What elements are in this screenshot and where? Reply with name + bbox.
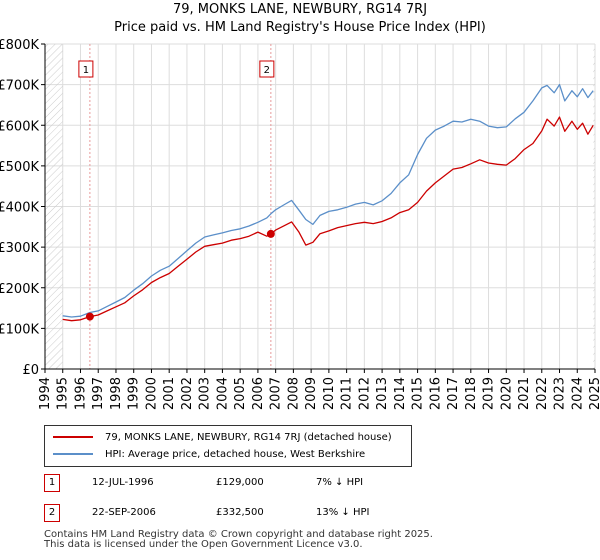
sale-date: 22-SEP-2006: [92, 507, 156, 518]
series-line-hpi: [62, 83, 594, 318]
x-tick-label: 2011: [340, 377, 355, 410]
series-line-price: [62, 116, 594, 322]
x-tick-label: 2005: [233, 377, 248, 410]
sale-price: £129,000: [216, 477, 264, 488]
x-tick-label: 2003: [198, 377, 213, 410]
sale-row: 1 12-JUL-1996 £129,000 7% ↓ HPI: [44, 474, 564, 494]
sale-badge: 2: [44, 504, 60, 522]
x-tick-label: 2001: [162, 377, 177, 410]
x-tick-label: 2024: [570, 377, 585, 410]
sale-hpi-diff: 7% ↓ HPI: [316, 477, 364, 488]
sale-row: 2 22-SEP-2006 £332,500 13% ↓ HPI: [44, 504, 564, 524]
x-tick-label: 1994: [38, 377, 53, 410]
y-tick-label: £700K: [0, 79, 39, 94]
sale-badge: 1: [44, 474, 60, 492]
y-tick-label: £200K: [0, 282, 39, 297]
price-chart: 1 2 £0 £100K £200K £300K £400K £500K £600K £700K…: [0, 38, 600, 410]
footer-licence: This data is licensed under the Open Gov…: [44, 539, 363, 550]
no-data-region-right: [593, 44, 595, 369]
legend-item-price: 79, MONKS LANE, NEWBURY, RG14 7RJ (detac…: [53, 429, 392, 445]
x-tick-label: 2006: [251, 377, 266, 410]
x-tick-label: 2009: [304, 377, 319, 410]
legend-item-hpi: HPI: Average price, detached house, West…: [53, 446, 365, 462]
y-tick-label: £600K: [0, 119, 39, 134]
legend-swatch-price: [53, 436, 93, 438]
x-tick-label: 2021: [517, 377, 532, 410]
annotation-label: 1: [83, 65, 89, 76]
x-tick-label: 2016: [428, 377, 443, 410]
x-tick-label: 2020: [499, 377, 514, 410]
y-tick-label: £500K: [0, 160, 39, 175]
x-tick-label: 2019: [482, 377, 497, 410]
x-tick-label: 2014: [393, 377, 408, 410]
no-data-region-left: [45, 44, 63, 369]
x-tick-label: 2018: [464, 377, 479, 410]
x-tick-label: 2025: [588, 377, 600, 410]
x-tick-label: 2017: [446, 377, 461, 410]
x-tick-label: 1999: [127, 377, 142, 410]
x-tick-label: 1995: [56, 377, 71, 410]
annotation-box: [78, 60, 94, 78]
sale-point: [85, 312, 94, 321]
x-tick-label: 2002: [180, 377, 195, 410]
y-tick-label: £300K: [0, 241, 39, 256]
x-tick-label: 2007: [269, 377, 284, 410]
x-tick-label: 1996: [73, 377, 88, 410]
x-tick-label: 2010: [322, 377, 337, 410]
y-tick-label: £0: [22, 363, 39, 378]
y-tick-label: £100K: [0, 322, 39, 337]
annotation-label: 2: [264, 65, 270, 76]
x-tick-label: 2008: [286, 377, 301, 410]
x-tick-label: 2004: [215, 377, 230, 410]
chart-legend: 79, MONKS LANE, NEWBURY, RG14 7RJ (detac…: [44, 425, 412, 467]
legend-label-hpi: HPI: Average price, detached house, West…: [105, 448, 366, 460]
x-tick-label: 1998: [109, 377, 124, 410]
y-tick-label: £400K: [0, 201, 39, 216]
footer-copyright: Contains HM Land Registry data © Crown c…: [44, 529, 433, 540]
footer-note: Contains HM Land Registry data © Crown c…: [44, 530, 433, 550]
x-tick-label: 1997: [91, 377, 106, 410]
x-tick-label: 2000: [144, 377, 159, 410]
x-tick-label: 2015: [411, 377, 426, 410]
sale-hpi-diff: 13% ↓ HPI: [316, 507, 370, 518]
sale-price: £332,500: [216, 507, 264, 518]
sale-date: 12-JUL-1996: [92, 477, 154, 488]
legend-label-price: 79, MONKS LANE, NEWBURY, RG14 7RJ (detac…: [105, 431, 392, 443]
sale-point: [266, 229, 275, 238]
x-tick-label: 2013: [375, 377, 390, 410]
chart-title-address: 79, MONKS LANE, NEWBURY, RG14 7RJ: [172, 2, 428, 17]
x-tick-label: 2012: [357, 377, 372, 410]
chart-title-subtitle: Price paid vs. HM Land Registry's House …: [114, 20, 486, 35]
y-tick-label: £800K: [0, 38, 39, 53]
x-tick-label: 2022: [535, 377, 550, 410]
legend-swatch-hpi: [53, 453, 93, 455]
annotation-box: [259, 60, 275, 78]
x-tick-label: 2023: [553, 377, 568, 410]
